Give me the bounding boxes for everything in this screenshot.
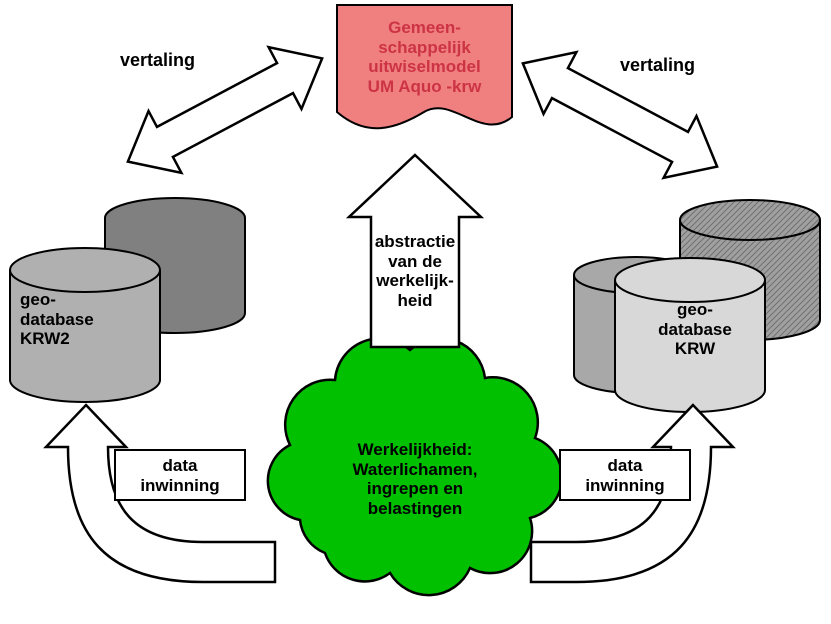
left-db-text: geo- database KRW2 bbox=[20, 290, 150, 349]
abstractie-text: abstractie van de werkelijk- heid bbox=[371, 232, 459, 310]
cloud-text: Werkelijkheid: Waterlichamen, ingrepen e… bbox=[300, 440, 530, 518]
top-node-text: Gemeen- schappelijk uitwiselmodel UM Aqu… bbox=[337, 18, 512, 96]
data-right-text: data inwinning bbox=[560, 456, 690, 495]
vertaling-left-text: vertaling bbox=[120, 50, 195, 71]
data-left-text: data inwinning bbox=[115, 456, 245, 495]
right-db-text: geo- database KRW bbox=[635, 300, 755, 359]
diagram-canvas: Gemeen- schappelijk uitwiselmodel UM Aqu… bbox=[0, 0, 831, 624]
vertaling-right-text: vertaling bbox=[620, 55, 695, 76]
